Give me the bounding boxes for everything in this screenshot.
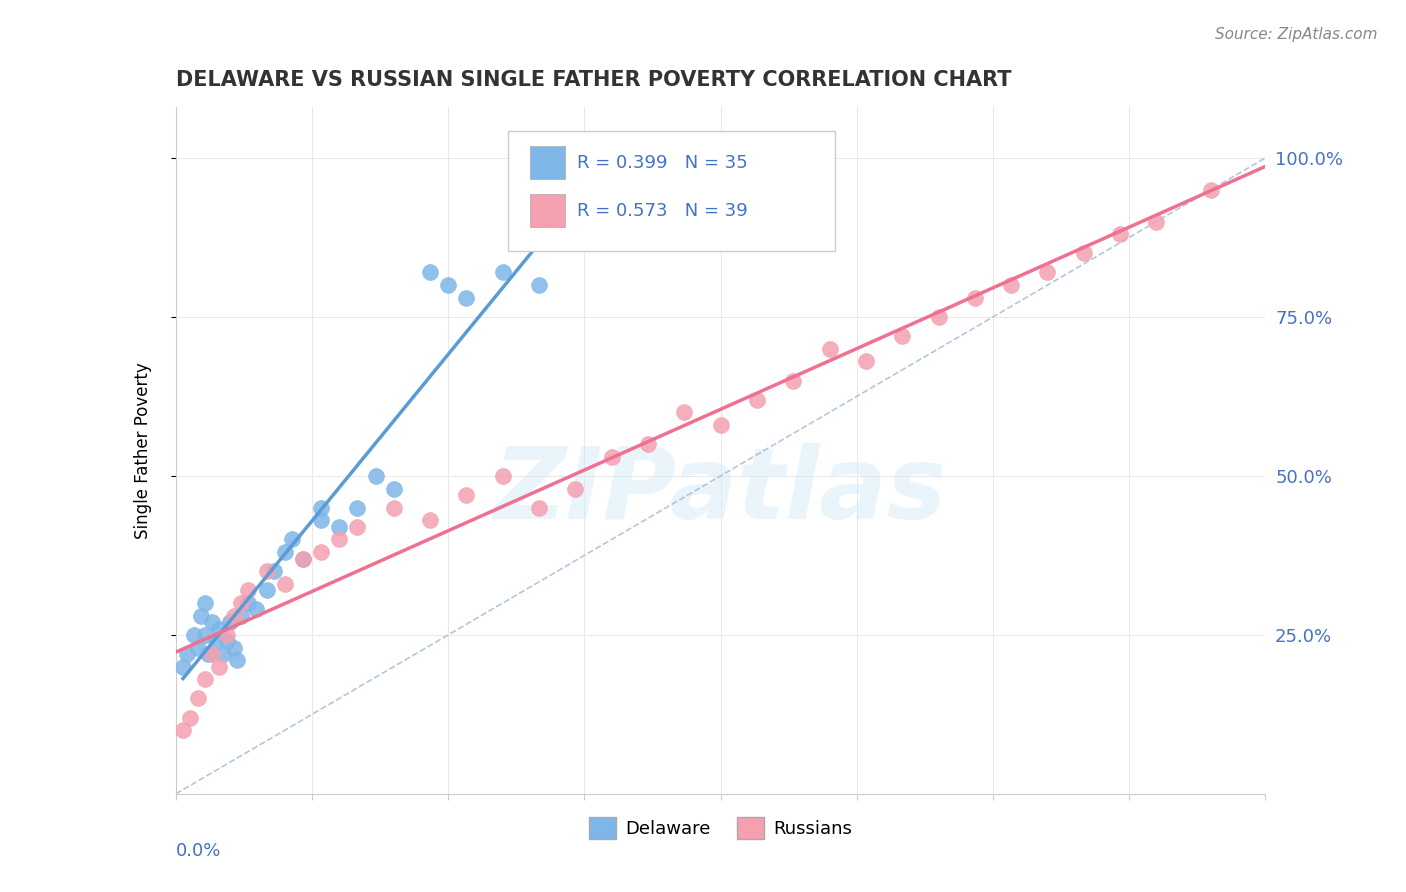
Point: [215, 628, 238, 642]
Point: [291, 551, 314, 566]
Point: [673, 405, 696, 419]
Point: [194, 596, 217, 610]
Point: [183, 628, 205, 642]
Point: [328, 520, 350, 534]
Text: DELAWARE VS RUSSIAN SINGLE FATHER POVERTY CORRELATION CHART: DELAWARE VS RUSSIAN SINGLE FATHER POVERT…: [176, 70, 1011, 90]
Point: [1000, 278, 1022, 293]
Point: [1199, 183, 1222, 197]
Point: [928, 310, 950, 324]
FancyBboxPatch shape: [530, 194, 565, 227]
Point: [492, 469, 515, 483]
Point: [208, 622, 231, 636]
Point: [212, 647, 235, 661]
Text: 0.0%: 0.0%: [176, 842, 221, 860]
Point: [194, 628, 217, 642]
Point: [745, 392, 768, 407]
Point: [1146, 214, 1168, 228]
Point: [274, 545, 297, 559]
Point: [309, 513, 332, 527]
Point: [527, 278, 550, 293]
Point: [527, 500, 550, 515]
Point: [172, 723, 194, 738]
Point: [855, 354, 877, 368]
Point: [346, 520, 368, 534]
Point: [263, 564, 285, 578]
Legend: Delaware, Russians: Delaware, Russians: [582, 810, 859, 847]
Point: [245, 602, 267, 616]
Point: [186, 691, 209, 706]
Point: [456, 488, 478, 502]
Point: [1109, 227, 1132, 242]
Point: [419, 265, 441, 279]
Point: [186, 640, 209, 655]
Point: [215, 634, 238, 648]
Text: Source: ZipAtlas.com: Source: ZipAtlas.com: [1215, 27, 1378, 42]
Point: [963, 291, 986, 305]
Point: [456, 291, 478, 305]
Point: [782, 374, 804, 388]
Point: [204, 634, 226, 648]
Point: [1036, 265, 1059, 279]
Text: R = 0.573   N = 39: R = 0.573 N = 39: [576, 202, 748, 219]
Point: [201, 615, 224, 630]
Point: [201, 647, 224, 661]
Point: [274, 577, 297, 591]
Point: [346, 500, 368, 515]
Point: [194, 673, 217, 687]
Point: [256, 583, 278, 598]
Y-axis label: Single Father Poverty: Single Father Poverty: [134, 362, 152, 539]
Point: [419, 513, 441, 527]
Point: [437, 278, 460, 293]
Point: [238, 583, 260, 598]
Point: [281, 533, 304, 547]
Point: [309, 545, 332, 559]
Point: [309, 500, 332, 515]
Point: [328, 533, 350, 547]
Point: [382, 482, 405, 496]
Point: [190, 608, 212, 623]
Point: [231, 608, 253, 623]
Text: R = 0.399   N = 35: R = 0.399 N = 35: [576, 153, 748, 171]
Point: [176, 647, 198, 661]
Point: [222, 608, 245, 623]
Point: [238, 596, 260, 610]
Point: [492, 265, 515, 279]
Point: [382, 500, 405, 515]
Point: [1073, 246, 1095, 260]
Point: [222, 640, 245, 655]
Text: ZIPatlas: ZIPatlas: [494, 443, 948, 541]
Point: [219, 615, 242, 630]
Point: [364, 469, 387, 483]
Point: [256, 564, 278, 578]
Point: [710, 417, 733, 432]
FancyBboxPatch shape: [530, 146, 565, 179]
Point: [197, 647, 219, 661]
Point: [891, 329, 914, 343]
Point: [231, 596, 253, 610]
Point: [564, 482, 586, 496]
Point: [818, 342, 841, 356]
Point: [226, 653, 249, 667]
Point: [172, 659, 194, 673]
Point: [637, 437, 659, 451]
FancyBboxPatch shape: [508, 131, 835, 252]
Point: [291, 551, 314, 566]
Point: [179, 710, 201, 724]
Point: [208, 659, 231, 673]
Point: [600, 450, 623, 464]
